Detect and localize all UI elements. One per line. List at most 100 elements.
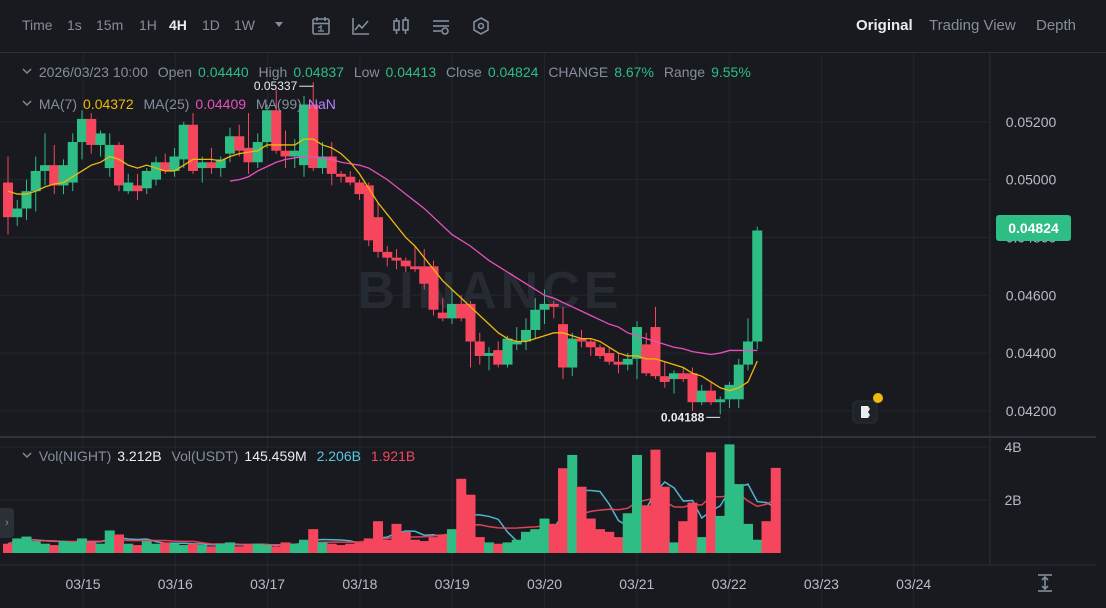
volume-bar	[770, 467, 781, 553]
candle-body	[336, 173, 346, 177]
candle-body	[271, 110, 282, 151]
candle-body	[410, 266, 420, 270]
vol-ma1-value: 2.206B	[316, 448, 361, 464]
volume-bar	[484, 542, 494, 553]
vol-night-label: Vol(NIGHT)	[38, 448, 112, 464]
vol-ma2-value: 1.921B	[370, 448, 416, 464]
volume-bar	[262, 545, 272, 553]
price-axis-label: 0.04400	[1006, 345, 1057, 361]
candle-body	[188, 124, 198, 171]
candle-body	[474, 341, 485, 356]
candle-body	[86, 118, 97, 145]
volume-bar	[641, 505, 652, 553]
candlestick-chart[interactable]: BINANCE 0.052000.050000.048000.046000.04…	[0, 53, 1106, 608]
candle-body	[243, 147, 254, 163]
chevron-down-icon[interactable]	[22, 66, 32, 76]
candle-body	[215, 159, 226, 169]
ohlc-legend: 2026/03/23 10:00 Open 0.04440 High 0.04837…	[22, 64, 757, 80]
candle-body	[363, 185, 374, 241]
indicator-icon[interactable]	[350, 15, 372, 37]
volume-bar	[567, 454, 578, 553]
interval-time[interactable]: Time	[22, 17, 53, 33]
candle-body	[715, 399, 726, 403]
date-axis-label: 03/20	[527, 576, 562, 592]
ma7-value: 0.04372	[83, 96, 134, 112]
hexagon-settings-icon[interactable]	[470, 15, 492, 37]
vol-usdt-value: 145.459M	[244, 448, 307, 464]
volume-bar	[12, 538, 23, 553]
volume-bar	[743, 523, 753, 553]
volume-bar	[696, 537, 707, 553]
candle-body	[317, 156, 328, 169]
close-value: 0.04824	[487, 64, 539, 80]
volume-bar	[724, 444, 735, 553]
interval-1s[interactable]: 1s	[67, 17, 82, 33]
candle-body	[206, 162, 217, 169]
volume-axis-label: 2B	[1004, 492, 1021, 508]
high-value: 0.04837	[293, 64, 344, 80]
resize-vertical-icon[interactable]	[1035, 573, 1055, 593]
volume-bar	[595, 529, 605, 553]
price-axis-label: 0.04200	[1006, 403, 1057, 419]
candle-body	[169, 156, 180, 171]
price-axis-label: 0.04600	[1006, 287, 1057, 303]
price-axis-label: 0.05000	[1006, 172, 1057, 188]
volume-bar	[373, 521, 383, 553]
volume-bar	[687, 502, 698, 553]
tab-original[interactable]: Original	[856, 17, 913, 34]
vol-usdt-label: Vol(USDT)	[171, 448, 239, 464]
interval-1d[interactable]: 1D	[202, 17, 220, 33]
candle-body	[659, 376, 670, 382]
chevron-down-icon[interactable]	[22, 450, 32, 460]
volume-bar	[280, 542, 291, 553]
candle-body	[49, 165, 60, 186]
candle-body	[447, 303, 457, 319]
settings-icon[interactable]	[430, 15, 452, 37]
candle-body	[456, 303, 467, 319]
price-axis-label: 0.05200	[1006, 114, 1057, 130]
volume-bar	[77, 538, 87, 553]
range-value: 9.55%	[711, 64, 751, 80]
volume-bar	[761, 521, 772, 553]
volume-bar	[178, 545, 189, 553]
volume-bar	[410, 539, 420, 553]
dropdown-icon[interactable]	[272, 17, 286, 31]
calendar-icon[interactable]	[310, 15, 332, 37]
ma-legend: MA(7) 0.04372 MA(25) 0.04409 MA(99) NaN	[22, 96, 342, 112]
candle-body	[58, 165, 69, 186]
volume-bar	[382, 539, 393, 553]
volume-bar	[632, 454, 642, 553]
volume-axis-label: 4B	[1004, 439, 1021, 455]
candle-body	[632, 327, 642, 359]
tab-depth[interactable]: Depth	[1036, 17, 1077, 34]
interval-15m[interactable]: 15m	[96, 17, 124, 33]
volume-bar	[58, 541, 69, 553]
volume-bar	[502, 542, 513, 553]
volume-bar	[30, 541, 41, 553]
interval-4h[interactable]: 4H	[169, 17, 187, 33]
interval-1w[interactable]: 1W	[234, 17, 255, 33]
candle-type-icon[interactable]	[390, 15, 412, 37]
candles	[3, 82, 763, 415]
candle-body	[252, 142, 263, 163]
volume-bar	[678, 521, 689, 553]
date-axis-label: 03/16	[158, 576, 193, 592]
volume-bar	[21, 536, 32, 553]
tab-trading-view[interactable]: Trading View	[929, 17, 1016, 34]
side-panel-handle[interactable]: ›	[0, 508, 14, 538]
candle-body	[548, 303, 559, 307]
candle-body	[706, 390, 716, 403]
candle-body	[354, 182, 365, 195]
candle-body	[465, 303, 476, 342]
candle-body	[613, 361, 624, 365]
ma25-value: 0.04409	[195, 96, 247, 112]
volume-bar	[243, 545, 254, 553]
chevron-down-icon[interactable]	[22, 98, 32, 108]
volume-bar	[650, 449, 661, 553]
candle-body	[650, 327, 661, 377]
markers: 0.05337 0.04188	[254, 79, 883, 424]
volume-bar	[215, 543, 226, 553]
volume-bar	[585, 518, 596, 553]
interval-1h[interactable]: 1H	[139, 17, 157, 33]
candle-body	[21, 191, 32, 209]
